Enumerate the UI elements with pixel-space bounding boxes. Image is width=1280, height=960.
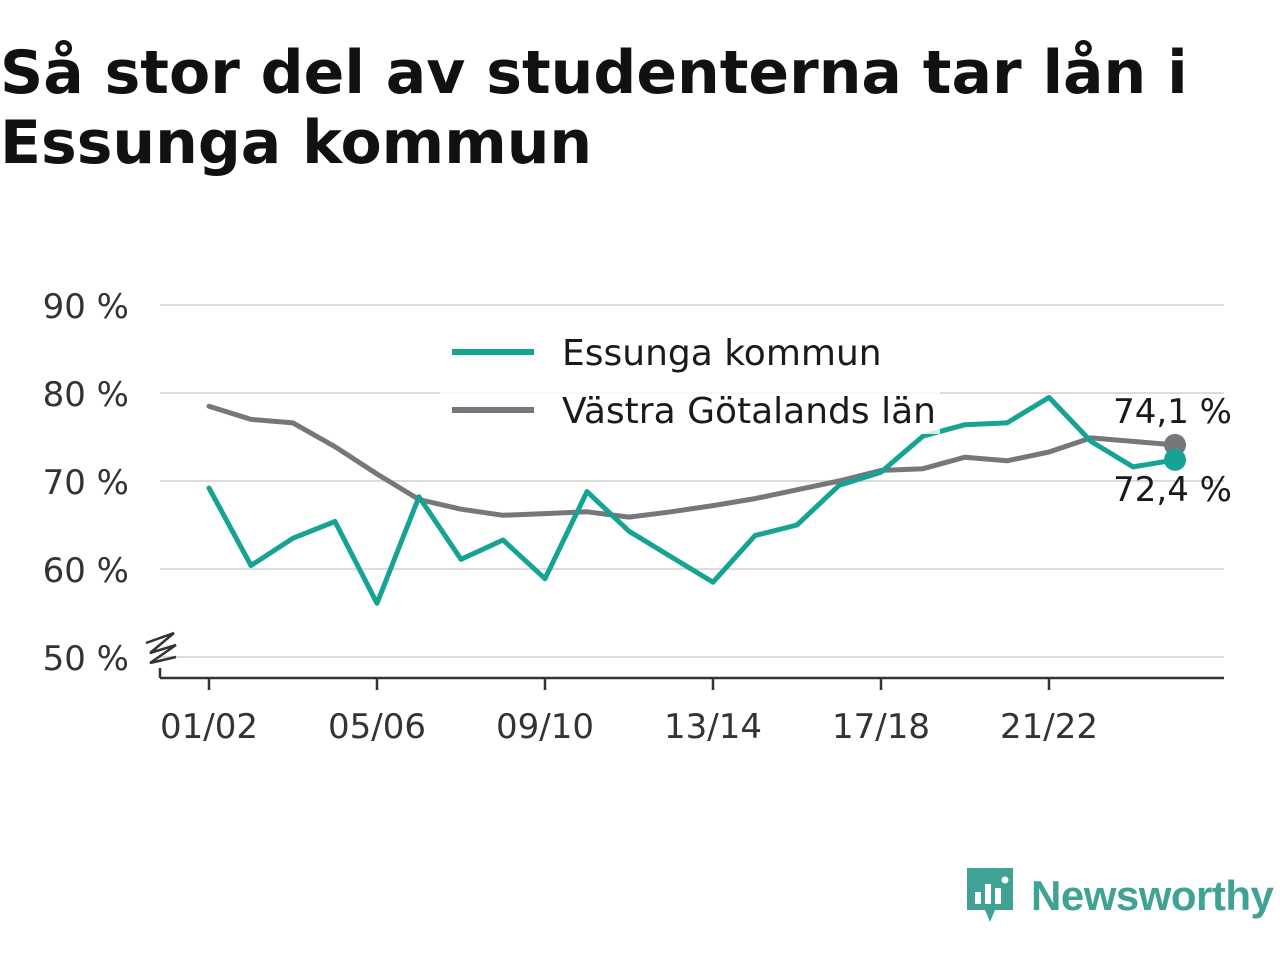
plot-lines [206, 394, 1186, 606]
brand-name: Newsworthy [1031, 872, 1274, 919]
series-end-point [1164, 448, 1186, 471]
end-value-label: 74,1 % [1113, 392, 1232, 432]
y-tick-label: 70 % [43, 463, 129, 503]
y-tick-label: 50 % [43, 639, 129, 679]
y-axis: 50 % 60 % 70 % 80 % 90 % [43, 287, 177, 679]
x-tick-label: 01/02 [160, 707, 258, 747]
legend-label: Essunga kommun [562, 333, 882, 374]
series-line [206, 394, 1178, 606]
x-axis: 01/02 05/06 09/10 13/14 17/18 21/22 [158, 668, 1224, 747]
axis-break-icon [145, 631, 177, 665]
x-tick-label: 21/22 [1000, 707, 1098, 747]
legend-background [440, 322, 940, 434]
y-tick-label: 80 % [43, 375, 129, 415]
series-line [206, 403, 1178, 520]
y-tick-label: 60 % [43, 551, 129, 591]
legend: Essunga kommun Västra Götalands län [440, 322, 940, 434]
x-tick-label: 13/14 [664, 707, 762, 747]
newsworthy-logo-icon [967, 868, 1013, 922]
legend-label: Västra Götalands län [562, 391, 936, 432]
end-labels: 72,4 % 74,1 % [1113, 392, 1232, 510]
y-tick-label: 90 % [43, 287, 129, 327]
gridlines [160, 304, 1224, 658]
x-tick-label: 09/10 [496, 707, 594, 747]
end-value-label: 72,4 % [1113, 470, 1232, 510]
brand-logo: Newsworthy [965, 866, 1274, 926]
x-tick-label: 17/18 [832, 707, 930, 747]
x-tick-label: 05/06 [328, 707, 426, 747]
chart-title: Så stor del av studenterna tar lån i Ess… [0, 38, 1188, 178]
